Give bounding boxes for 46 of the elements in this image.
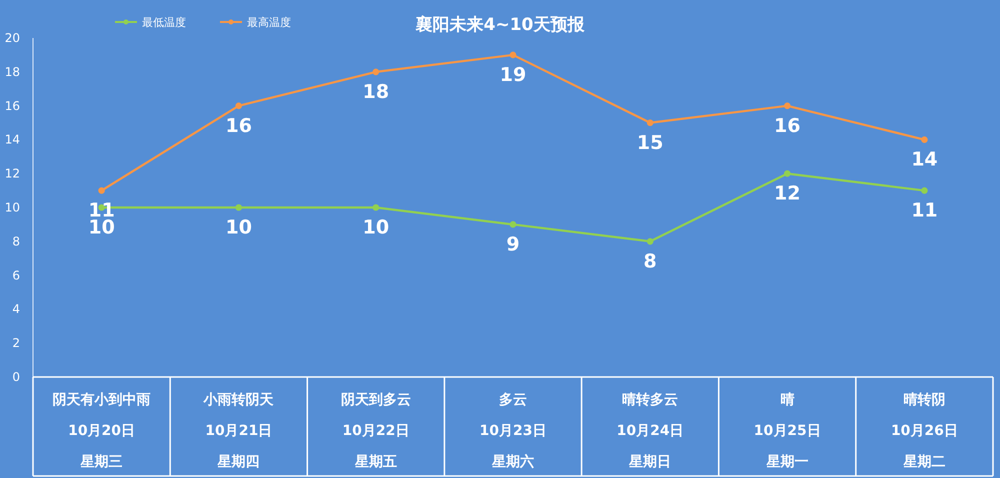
y-tick-label: 20: [4, 31, 20, 45]
point: [646, 119, 654, 126]
x-tick-label: 小雨转阴天10月21日星期四: [202, 392, 275, 470]
x-tick-label: 晴转多云10月24日星期日: [616, 392, 684, 470]
y-tick-label: 0: [12, 370, 20, 384]
x-tick-label: 晴转阴10月26日星期二: [890, 392, 958, 470]
y-tick-label: 2: [12, 336, 20, 350]
point: [510, 52, 516, 58]
data-label: 15: [636, 132, 664, 154]
y-tick-label: 6: [12, 268, 20, 282]
point: [372, 68, 380, 76]
x-tick-label: 阴天有小到中雨10月20日星期三: [52, 392, 151, 470]
chart-title: 襄阳未来4~10天预报: [414, 15, 586, 35]
y-tick-label: 8: [12, 234, 20, 248]
data-label: 11: [911, 200, 938, 222]
point: [921, 136, 928, 143]
data-label: 18: [362, 80, 390, 103]
point: [235, 204, 242, 211]
data-label: 14: [911, 148, 938, 171]
data-label: 10: [362, 216, 390, 238]
x-tick-label: 多云10月23日星期六: [480, 392, 546, 470]
legend-label: 最高温度: [247, 16, 291, 29]
y-tick-label: 18: [4, 64, 20, 79]
data-label: 8: [644, 250, 657, 272]
legend-label: 最低温度: [142, 16, 186, 29]
data-label: 10: [225, 216, 252, 238]
point: [921, 187, 928, 194]
point: [98, 187, 105, 194]
point: [235, 102, 242, 110]
point: [784, 102, 791, 110]
data-label: 16: [225, 114, 252, 137]
data-label: 9: [506, 233, 520, 256]
x-tick-label: 阴天到多云10月22日星期五: [340, 392, 411, 470]
y-tick-label: 16: [4, 98, 20, 113]
data-label: 16: [774, 114, 801, 137]
point: [372, 204, 380, 211]
y-tick-label: 4: [12, 302, 20, 316]
y-tick-label: 14: [4, 132, 20, 147]
point: [784, 170, 791, 177]
x-tick-label: 晴10月25日星期一: [754, 392, 821, 470]
data-label: 19: [500, 64, 526, 86]
data-label: 12: [774, 182, 801, 205]
point: [510, 221, 516, 228]
point: [646, 238, 654, 245]
y-tick-label: 10: [4, 200, 20, 214]
y-tick-label: 12: [4, 166, 20, 181]
